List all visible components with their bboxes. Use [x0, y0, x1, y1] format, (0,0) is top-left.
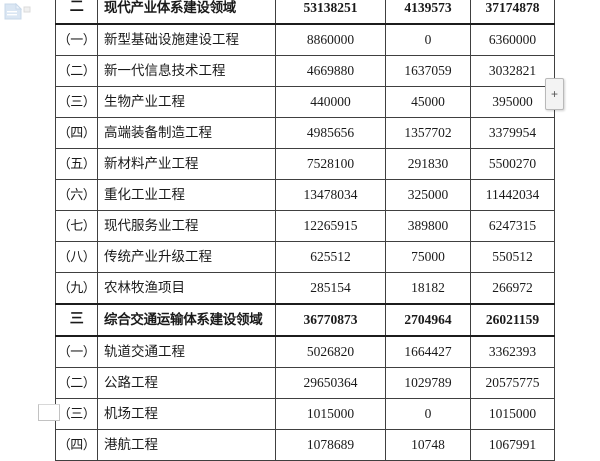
- row-remaining: 26021159: [470, 303, 555, 337]
- row-issued: 18182: [385, 272, 471, 305]
- row-issued: 291830: [385, 148, 471, 180]
- table-row: （一） 轨道交通工程 5026820 1664427 3362393: [55, 335, 555, 368]
- row-total: 12265915: [275, 210, 386, 242]
- row-total: 440000: [275, 86, 386, 118]
- row-remaining: 3032821: [470, 55, 555, 87]
- table-row: 二现代产业体系建设领域 53138251 4139573 37174878: [55, 0, 555, 25]
- row-index: （三）: [55, 86, 98, 118]
- plus-icon: +: [550, 87, 558, 101]
- table-row: （三） 生物产业工程 440000 45000 395000: [55, 86, 555, 118]
- row-total: 285154: [275, 272, 386, 305]
- row-total: 4669880: [275, 55, 386, 87]
- row-name: 机场工程: [97, 398, 276, 430]
- row-index: （一）: [55, 23, 98, 56]
- row-index: （五）: [55, 148, 98, 180]
- table-row: （一） 新型基础设施建设工程 8860000 0 6360000: [55, 23, 555, 56]
- row-issued: 325000: [385, 179, 471, 211]
- row-total: 53138251: [275, 0, 386, 25]
- row-issued: 10748: [385, 429, 471, 461]
- row-remaining: 266972: [470, 272, 555, 305]
- row-total: 1078689: [275, 429, 386, 461]
- row-remaining: 1067991: [470, 429, 555, 461]
- row-remaining: 37174878: [470, 0, 555, 25]
- row-total: 4985656: [275, 117, 386, 149]
- row-remaining: 6247315: [470, 210, 555, 242]
- document-icon: [3, 2, 33, 21]
- row-index: 三: [55, 303, 98, 337]
- row-index: （四）: [55, 117, 98, 149]
- row-name: 综合交通运输体系建设领域: [97, 303, 276, 337]
- row-name: 新型基础设施建设工程: [97, 23, 276, 56]
- row-remaining: 395000: [470, 86, 555, 118]
- row-total: 5026820: [275, 335, 386, 368]
- row-total: 1015000: [275, 398, 386, 430]
- row-total: 36770873: [275, 303, 386, 337]
- row-name: 生物产业工程: [97, 86, 276, 118]
- row-name: 传统产业升级工程: [97, 241, 276, 273]
- expand-button[interactable]: +: [545, 78, 564, 110]
- scroll-handle[interactable]: [38, 404, 60, 421]
- row-remaining: 550512: [470, 241, 555, 273]
- row-index: （四）: [55, 429, 98, 461]
- row-total: 13478034: [275, 179, 386, 211]
- table-row: （六） 重化工业工程 13478034 325000 11442034: [55, 179, 555, 211]
- row-issued: 45000: [385, 86, 471, 118]
- row-total: 8860000: [275, 23, 386, 56]
- row-issued: 75000: [385, 241, 471, 273]
- row-issued: 0: [385, 398, 471, 430]
- row-issued: 1357702: [385, 117, 471, 149]
- table-row: （二） 新一代信息技术工程 4669880 1637059 3032821: [55, 55, 555, 87]
- table-row: （九） 农林牧渔项目 285154 18182 266972: [55, 272, 555, 305]
- row-name: 公路工程: [97, 367, 276, 399]
- row-issued: 2704964: [385, 303, 471, 337]
- row-index: （三）: [55, 398, 98, 430]
- row-index: （九）: [55, 272, 98, 305]
- row-total: 625512: [275, 241, 386, 273]
- row-index: （一）: [55, 335, 98, 368]
- row-name: 现代服务业工程: [97, 210, 276, 242]
- row-remaining: 5500270: [470, 148, 555, 180]
- row-name: 现代产业体系建设领域: [97, 0, 276, 25]
- row-index: 二: [55, 0, 98, 25]
- row-name: 新一代信息技术工程: [97, 55, 276, 87]
- row-remaining: 1015000: [470, 398, 555, 430]
- table-row: （五） 新材料产业工程 7528100 291830 5500270: [55, 148, 555, 180]
- row-issued: 0: [385, 23, 471, 56]
- row-index: （八）: [55, 241, 98, 273]
- table-row: （八） 传统产业升级工程 625512 75000 550512: [55, 241, 555, 273]
- row-remaining: 11442034: [470, 179, 555, 211]
- table-row: （四） 港航工程 1078689 10748 1067991: [55, 429, 555, 461]
- row-remaining: 3362393: [470, 335, 555, 368]
- row-remaining: 6360000: [470, 23, 555, 56]
- row-issued: 1664427: [385, 335, 471, 368]
- row-total: 7528100: [275, 148, 386, 180]
- row-name: 港航工程: [97, 429, 276, 461]
- row-issued: 1637059: [385, 55, 471, 87]
- row-remaining: 20575775: [470, 367, 555, 399]
- row-issued: 1029789: [385, 367, 471, 399]
- table-row: （四） 高端装备制造工程 4985656 1357702 3379954: [55, 117, 555, 149]
- row-index: （六）: [55, 179, 98, 211]
- row-index: （七）: [55, 210, 98, 242]
- investment-plan-table: 二现代产业体系建设领域 53138251 4139573 37174878 （一） 新型基…: [55, 0, 555, 461]
- row-issued: 389800: [385, 210, 471, 242]
- row-index: （二）: [55, 367, 98, 399]
- row-remaining: 3379954: [470, 117, 555, 149]
- row-name: 新材料产业工程: [97, 148, 276, 180]
- row-name: 高端装备制造工程: [97, 117, 276, 149]
- table-row: （二） 公路工程 29650364 1029789 20575775: [55, 367, 555, 399]
- table-row: （三） 机场工程 1015000 0 1015000: [55, 398, 555, 430]
- table-row: 三综合交通运输体系建设领域 36770873 2704964 26021159: [55, 303, 555, 337]
- row-name: 重化工业工程: [97, 179, 276, 211]
- row-total: 29650364: [275, 367, 386, 399]
- row-name: 轨道交通工程: [97, 335, 276, 368]
- row-name: 农林牧渔项目: [97, 272, 276, 305]
- row-index: （二）: [55, 55, 98, 87]
- table-row: （七） 现代服务业工程 12265915 389800 6247315: [55, 210, 555, 242]
- row-issued: 4139573: [385, 0, 471, 25]
